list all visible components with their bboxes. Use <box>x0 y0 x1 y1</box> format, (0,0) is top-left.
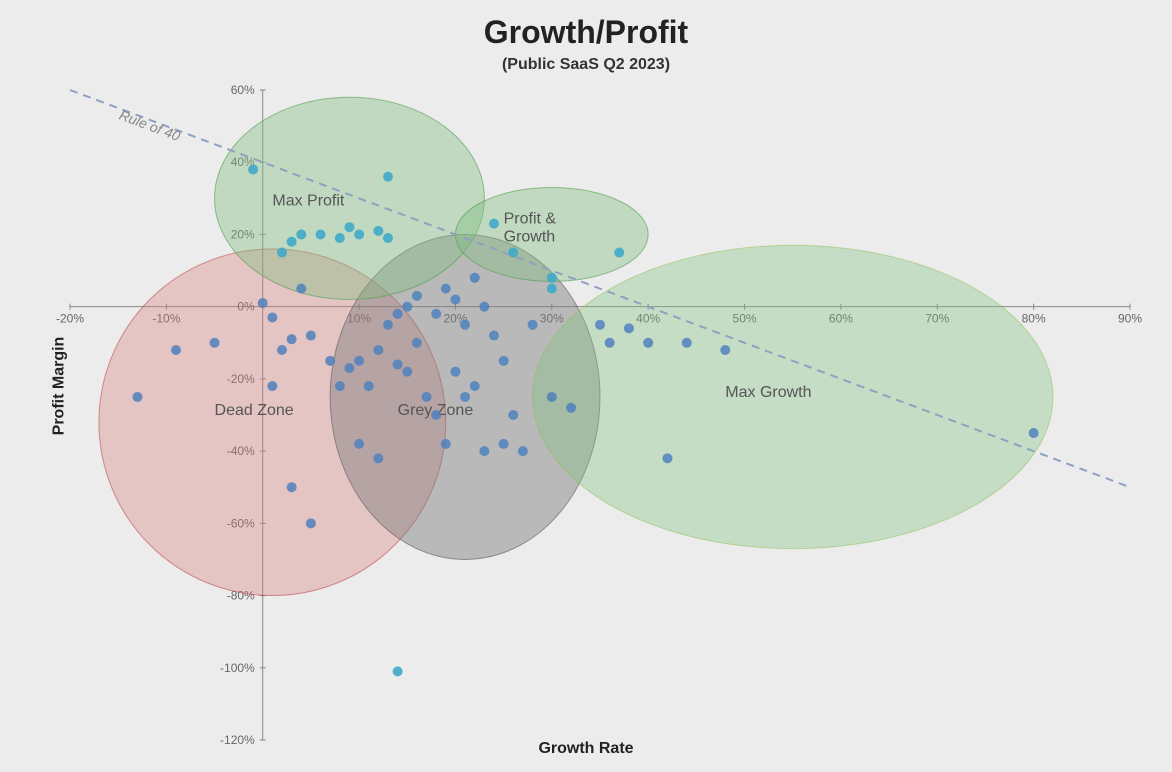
data-point <box>450 294 460 304</box>
data-point <box>277 345 287 355</box>
data-point <box>132 392 142 402</box>
data-point <box>306 518 316 528</box>
zone-max-growth: Max Growth <box>533 245 1053 548</box>
data-point <box>344 363 354 373</box>
zone-label-profit-growth: Profit & <box>504 211 557 228</box>
data-point <box>402 302 412 312</box>
data-point <box>547 273 557 283</box>
data-point <box>344 222 354 232</box>
svg-text:60%: 60% <box>231 83 255 97</box>
data-point <box>547 284 557 294</box>
zone-label-max-profit: Max Profit <box>272 193 345 210</box>
data-point <box>441 439 451 449</box>
data-point <box>720 345 730 355</box>
zone-max-profit: Max Profit <box>215 97 485 299</box>
data-point <box>479 302 489 312</box>
data-point <box>1029 428 1039 438</box>
zone-label-max-growth: Max Growth <box>725 384 811 401</box>
zone-label-profit-growth: Growth <box>504 229 556 246</box>
data-point <box>643 338 653 348</box>
data-point <box>383 172 393 182</box>
data-point <box>470 273 480 283</box>
data-point <box>624 323 634 333</box>
data-point <box>518 446 528 456</box>
svg-text:-120%: -120% <box>220 733 255 747</box>
data-point <box>335 381 345 391</box>
data-point <box>373 226 383 236</box>
data-point <box>267 313 277 323</box>
data-point <box>296 284 306 294</box>
zone-profit-growth: Profit &Growth <box>455 188 648 282</box>
data-point <box>431 410 441 420</box>
data-point <box>296 229 306 239</box>
data-point <box>508 410 518 420</box>
data-point <box>431 309 441 319</box>
data-point <box>470 381 480 391</box>
data-point <box>267 381 277 391</box>
data-point <box>393 359 403 369</box>
data-point <box>373 345 383 355</box>
data-point <box>354 229 364 239</box>
data-point <box>489 331 499 341</box>
data-point <box>277 248 287 258</box>
data-point <box>682 338 692 348</box>
data-point <box>547 392 557 402</box>
data-point <box>499 439 509 449</box>
data-point <box>662 453 672 463</box>
data-point <box>460 392 470 402</box>
data-point <box>489 219 499 229</box>
plot-area: -20%-10%10%20%30%40%50%60%70%80%90%-120%… <box>0 0 1172 772</box>
data-point <box>287 237 297 247</box>
data-point <box>248 164 258 174</box>
data-point <box>412 338 422 348</box>
data-point <box>306 331 316 341</box>
data-point <box>210 338 220 348</box>
data-point <box>383 233 393 243</box>
data-point <box>499 356 509 366</box>
data-point <box>383 320 393 330</box>
data-point <box>508 248 518 258</box>
svg-text:90%: 90% <box>1118 312 1142 326</box>
svg-text:80%: 80% <box>1022 312 1046 326</box>
svg-text:-100%: -100% <box>220 661 255 675</box>
data-point <box>605 338 615 348</box>
data-point <box>364 381 374 391</box>
svg-text:-20%: -20% <box>56 312 84 326</box>
data-point <box>412 291 422 301</box>
growth-profit-chart: Growth/Profit (Public SaaS Q2 2023) Prof… <box>0 0 1172 772</box>
data-point <box>450 367 460 377</box>
data-point <box>393 666 403 676</box>
data-point <box>393 309 403 319</box>
data-point <box>287 482 297 492</box>
data-point <box>325 356 335 366</box>
data-point <box>335 233 345 243</box>
data-point <box>614 248 624 258</box>
data-point <box>402 367 412 377</box>
data-point <box>422 392 432 402</box>
data-point <box>354 356 364 366</box>
data-point <box>528 320 538 330</box>
data-point <box>287 334 297 344</box>
data-point <box>316 229 326 239</box>
data-point <box>460 320 470 330</box>
data-point <box>171 345 181 355</box>
data-point <box>258 298 268 308</box>
rule-of-40-label: Rule of 40 <box>117 107 183 144</box>
data-point <box>566 403 576 413</box>
data-point <box>354 439 364 449</box>
data-point <box>479 446 489 456</box>
data-point <box>441 284 451 294</box>
data-point <box>595 320 605 330</box>
data-point <box>373 453 383 463</box>
zone-label-dead-zone: Dead Zone <box>215 402 294 419</box>
